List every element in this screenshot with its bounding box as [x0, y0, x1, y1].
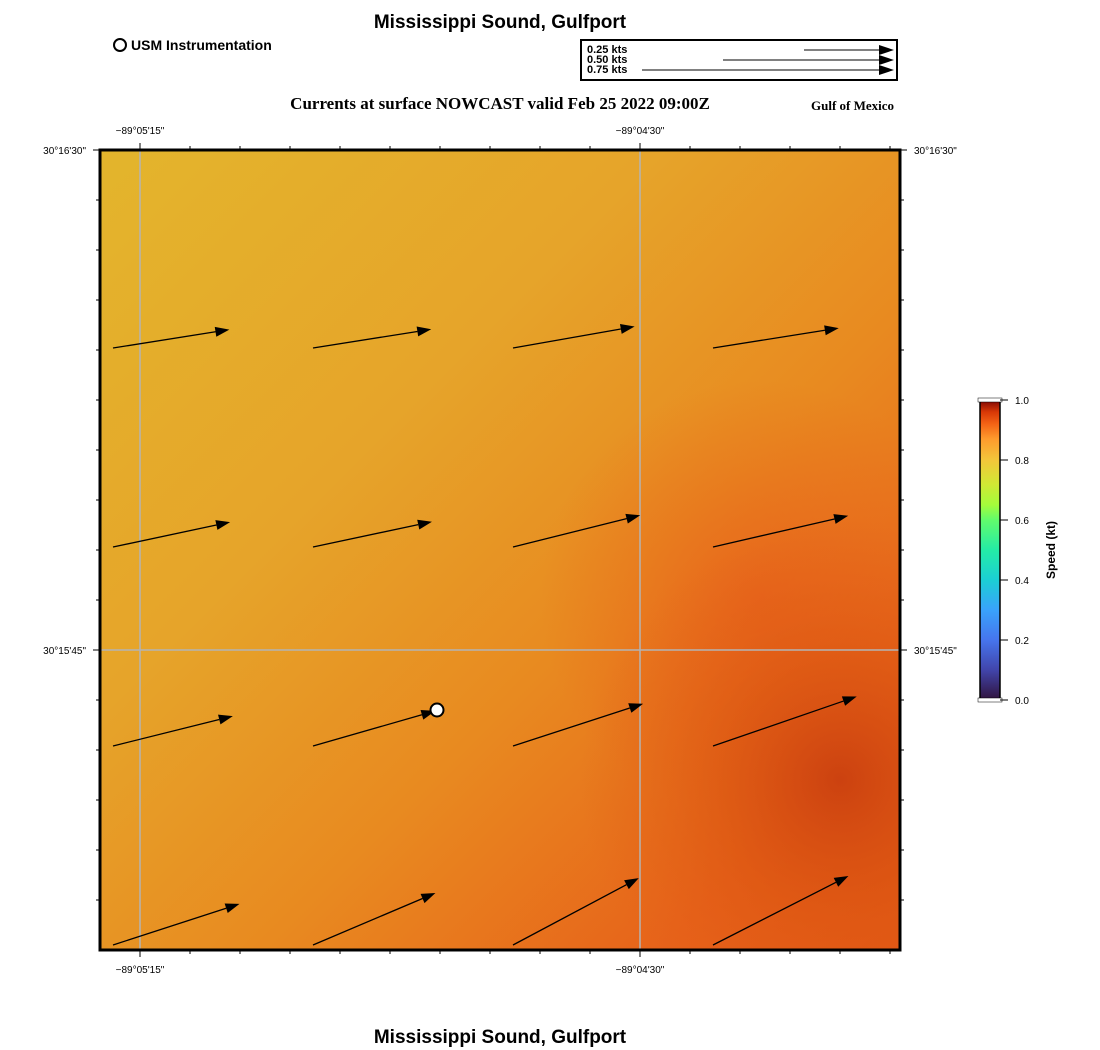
colorbar-tick-label: 0.8 [1015, 456, 1029, 467]
colorbar-tick-label: 0.0 [1015, 696, 1029, 707]
speed-field [100, 150, 900, 950]
current-vector-arrowhead [824, 325, 839, 336]
scale-label-075: 0.75 kts [587, 64, 628, 76]
current-vector-shaft [512, 707, 630, 747]
current-vector-shaft [712, 518, 835, 548]
current-vector-shaft [512, 884, 627, 946]
current-vector-shaft [712, 700, 844, 747]
scale-label-025: 0.25 kts [587, 44, 628, 56]
current-vector-arrowhead [625, 513, 641, 524]
current-vector-shaft [312, 330, 418, 349]
current-vector-arrowhead [416, 326, 432, 337]
scale-arrows [642, 45, 894, 75]
current-vector-arrowhead [624, 878, 639, 890]
colorbar-ramp [979, 399, 1001, 701]
current-vector-arrowhead [214, 326, 230, 337]
current-vector-shaft [112, 907, 227, 946]
current-vector-shaft [112, 524, 217, 548]
speed-field-max-region [100, 150, 900, 950]
current-vector-arrowhead [833, 514, 849, 524]
current-vector-arrowhead [833, 875, 849, 887]
current-vector-shaft [112, 331, 216, 349]
current-vector-shaft [312, 897, 423, 946]
map-title: Mississippi Sound, Gulfport [373, 12, 627, 33]
map-frame [98, 148, 902, 952]
lat-tick-label-left: 30°16'30" [43, 146, 86, 157]
station-legend-label: USM Instrumentation [131, 37, 272, 53]
current-vector-arrowhead [215, 520, 231, 530]
lon-tick-label-top: −89°04'30" [616, 126, 665, 137]
map-footer-title: Mississippi Sound, Gulfport [373, 1027, 627, 1048]
graticule [100, 150, 900, 950]
lon-tick-label-top: −89°05'15" [116, 126, 165, 137]
colorbar-label: Speed (kt) [1044, 521, 1058, 579]
current-vector-shaft [312, 523, 419, 548]
current-vector-arrowhead [224, 903, 240, 913]
current-vector-arrowhead [619, 324, 635, 334]
colorbar-tick-label: 0.2 [1015, 636, 1029, 647]
lat-tick-label-right: 30°15'45" [914, 646, 957, 657]
frame-ticks [93, 143, 907, 957]
speed-field-highlight [100, 150, 900, 950]
current-vector-shaft [112, 718, 220, 747]
current-vector-arrowhead [417, 519, 432, 530]
lat-tick-label-left: 30°15'45" [43, 646, 86, 657]
vector-scale-legend: 0.25 kts 0.50 kts 0.75 kts [580, 39, 898, 81]
lon-tick-label-bottom: −89°04'30" [616, 965, 665, 976]
current-vector-shaft [712, 881, 837, 946]
current-vector-arrowhead [218, 714, 233, 725]
colorbar-tick-label: 1.0 [1015, 396, 1029, 407]
current-vector-shaft [712, 329, 826, 349]
lat-tick-label-right: 30°16'30" [914, 146, 957, 157]
current-vectors [112, 324, 857, 946]
scale-label-050: 0.50 kts [587, 54, 628, 66]
current-vector-arrowhead [420, 893, 436, 904]
colorbar-tick-label: 0.6 [1015, 516, 1029, 527]
current-vector-shaft [512, 328, 621, 349]
current-vector-shaft [512, 518, 627, 548]
region-label: Gulf of Mexico [811, 98, 895, 113]
colorbar-tick-label: 0.4 [1015, 576, 1029, 587]
current-vector-arrowhead [628, 703, 644, 713]
lon-tick-label-bottom: −89°05'15" [116, 965, 165, 976]
station-legend-marker-icon [113, 38, 127, 52]
speed-colorbar: 1.0 0.8 0.6 0.4 0.2 0.0 Speed (kt) [977, 396, 1058, 707]
current-vector-arrowhead [420, 709, 436, 720]
usm-station-marker-icon[interactable] [429, 702, 445, 718]
map-subtitle: Currents at surface NOWCAST valid Feb 25… [290, 94, 710, 113]
current-vector-arrowhead [841, 696, 857, 706]
current-vector-shaft [312, 714, 423, 747]
